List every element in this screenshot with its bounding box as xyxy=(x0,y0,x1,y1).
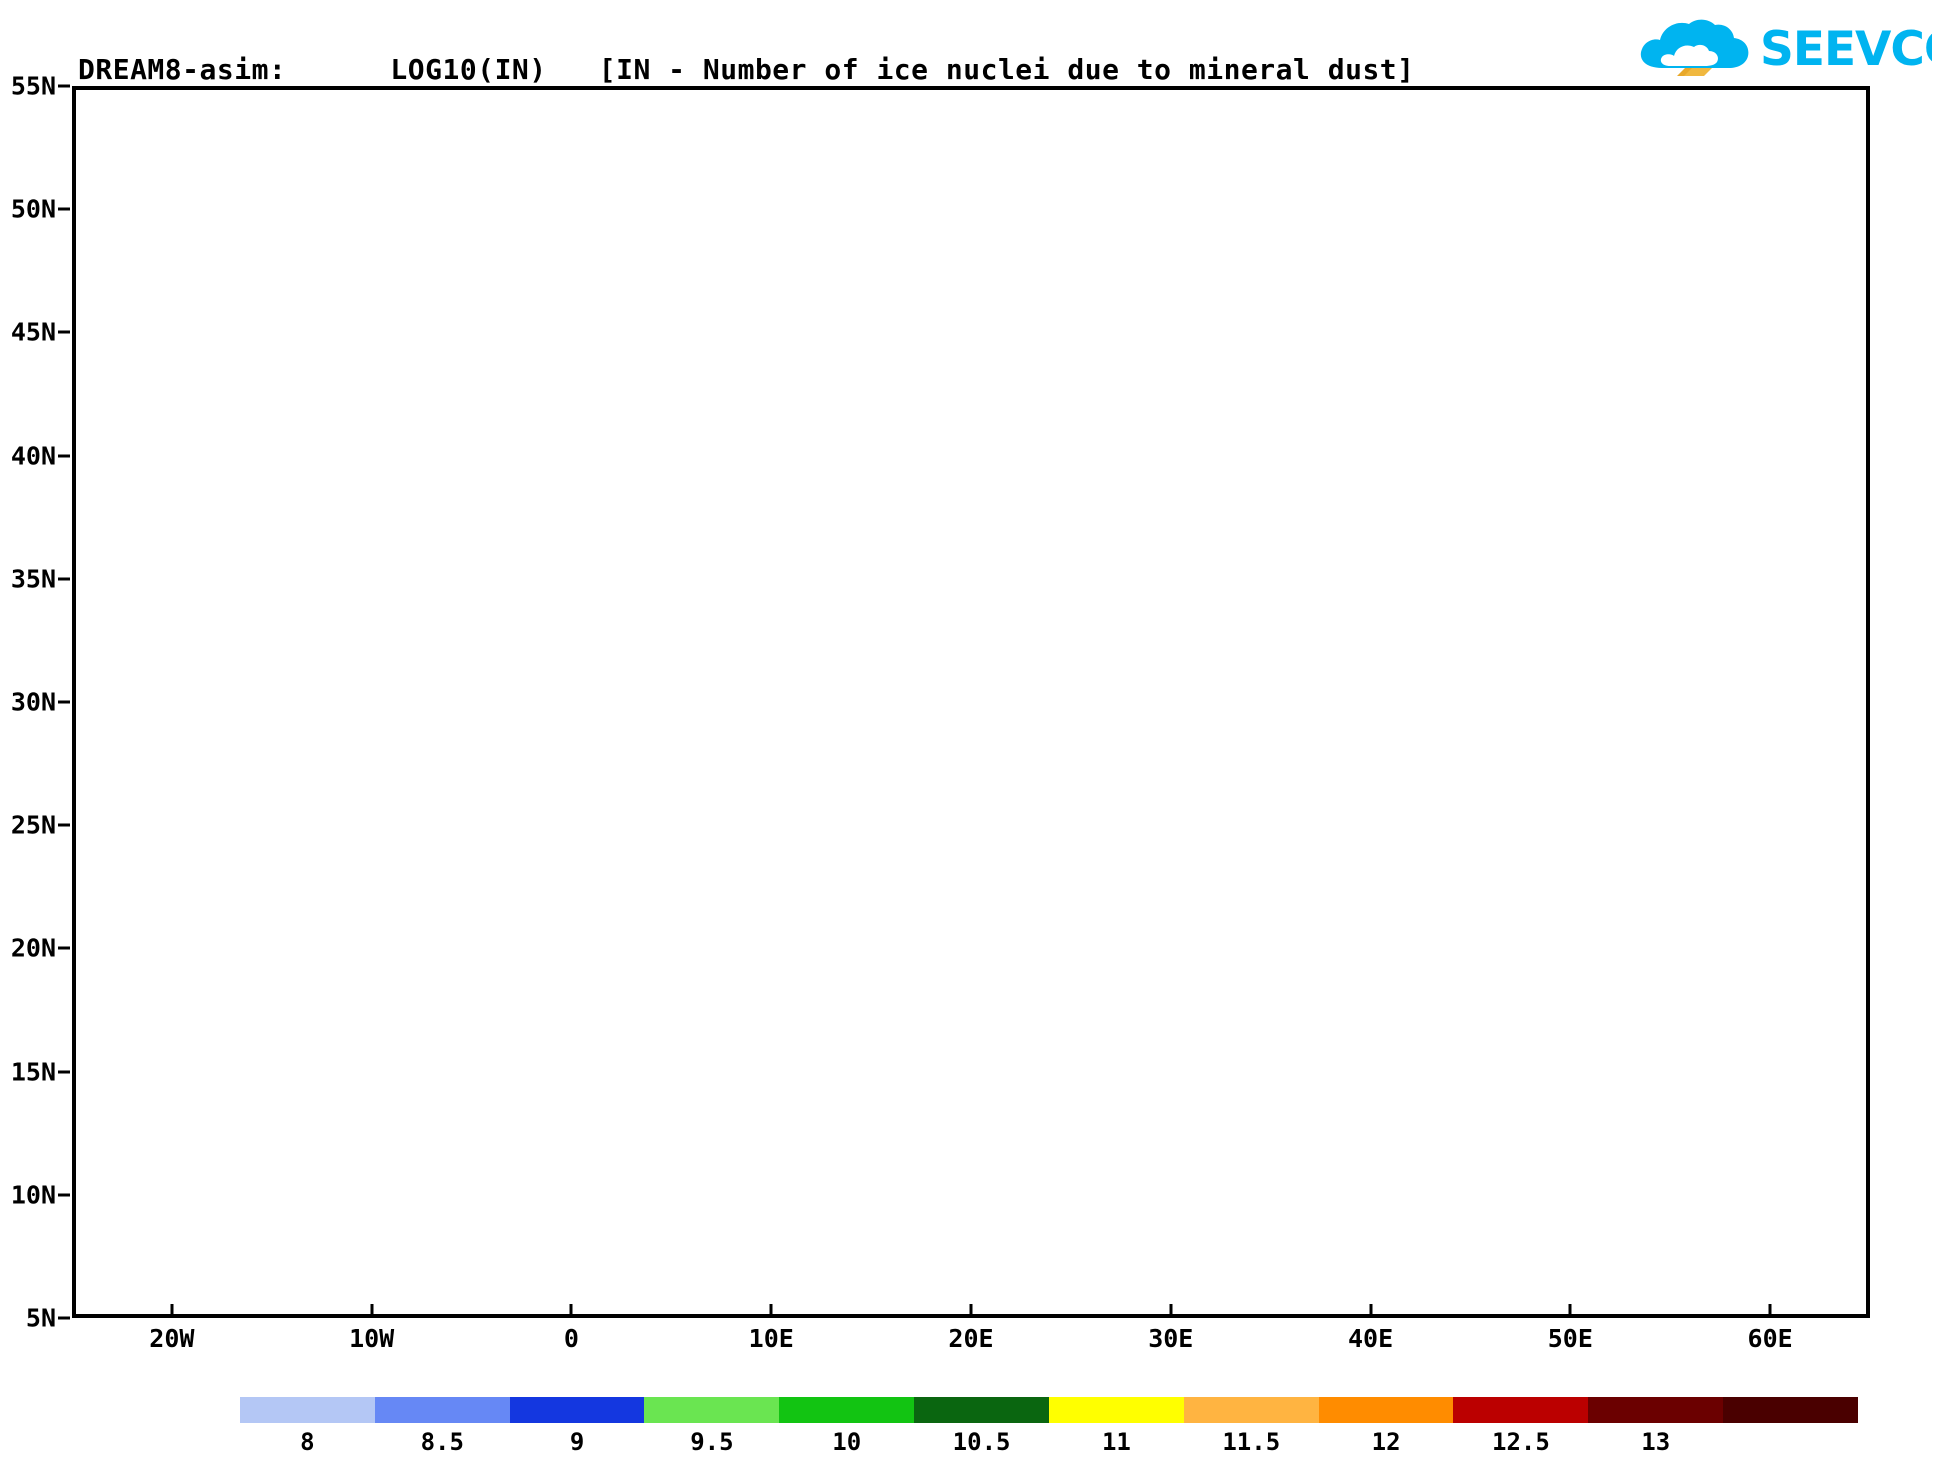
latitude-tick-mark xyxy=(58,946,70,950)
latitude-tick-label: 20N xyxy=(10,933,56,963)
colorbar-tick-label: 8.5 xyxy=(420,1428,464,1456)
latitude-tick-label: 25N xyxy=(10,810,56,840)
colorbar-segment xyxy=(644,1397,780,1423)
longitude-tick-mark xyxy=(170,1304,174,1316)
latitude-tick-label: 30N xyxy=(10,687,56,717)
svg-text:SEEVCCC: SEEVCCC xyxy=(1760,22,1932,76)
colorbar-tick-label: 11.5 xyxy=(1222,1428,1281,1456)
latitude-tick-mark xyxy=(58,1316,70,1320)
colorbar-segment xyxy=(1723,1397,1858,1423)
colorbar-tick-label: 12 xyxy=(1371,1428,1401,1456)
colorbar-segment xyxy=(509,1397,645,1423)
cloud-icon xyxy=(1640,19,1749,76)
longitude-tick-label: 30E xyxy=(1148,1324,1194,1353)
longitude-tick-mark xyxy=(370,1304,374,1316)
longitude-tick-mark xyxy=(1768,1304,1772,1316)
longitude-tick-label: 20E xyxy=(948,1324,994,1353)
latitude-tick-mark xyxy=(58,84,70,88)
colorbar-segment xyxy=(374,1397,510,1423)
latitude-tick-label: 50N xyxy=(10,194,56,224)
seevccc-wordmark: SEEVCCC xyxy=(1760,22,1932,76)
latitude-axis: 5N 10N 15N 20N 25N 30N 35N 40N 45N 50N 55N xyxy=(0,72,70,1333)
latitude-tick-label: 35N xyxy=(10,564,56,594)
longitude-axis: 20W 10W 0 10E 20E 30E 40E 50E 60E xyxy=(72,1304,1870,1368)
colorbar-segment xyxy=(1183,1397,1319,1423)
colorbar-segment xyxy=(914,1397,1049,1423)
colorbar-tick-label: 13 xyxy=(1641,1428,1671,1456)
latitude-tick-label: 10N xyxy=(10,1180,56,1210)
colorbar-segment xyxy=(1048,1397,1184,1423)
colorbar-tick-label: 12.5 xyxy=(1492,1428,1550,1456)
latitude-tick-mark xyxy=(58,1070,70,1074)
longitude-tick-mark xyxy=(569,1304,573,1316)
longitude-tick-label: 10E xyxy=(748,1324,794,1353)
latitude-tick-mark xyxy=(58,454,70,458)
colorbar-tick-label: 9.5 xyxy=(690,1428,734,1456)
longitude-tick-label: 50E xyxy=(1547,1324,1593,1353)
latitude-tick-mark xyxy=(58,577,70,581)
longitude-tick-mark xyxy=(1369,1304,1373,1316)
latitude-tick-mark xyxy=(58,207,70,211)
latitude-tick-mark xyxy=(58,700,70,704)
colorbar-tick-label: 11 xyxy=(1101,1428,1131,1456)
longitude-tick-mark xyxy=(1568,1304,1572,1316)
latitude-tick-mark xyxy=(58,330,70,334)
latitude-tick-label: 40N xyxy=(10,441,56,471)
map-frame xyxy=(72,86,1870,1318)
title-line-variable: DREAM8-asim: LOG10(IN) [IN - Number of i… xyxy=(78,53,1415,86)
latitude-tick-mark xyxy=(58,823,70,827)
latitude-tick-label: 45N xyxy=(10,317,56,347)
colorbar-segment xyxy=(779,1397,915,1423)
header: DREAM8-asim: LOG10(IN) [IN - Number of i… xyxy=(0,0,1942,160)
latitude-tick-label: 5N xyxy=(25,1303,56,1333)
latitude-tick-label: 55N xyxy=(10,71,56,101)
longitude-tick-mark xyxy=(969,1304,973,1316)
latitude-tick-label: 15N xyxy=(10,1057,56,1087)
colorbar-tick-label: 10.5 xyxy=(952,1428,1011,1456)
longitude-tick-label: 0 xyxy=(563,1324,579,1353)
longitude-tick-label: 20W xyxy=(149,1324,195,1353)
longitude-tick-mark xyxy=(769,1304,773,1316)
colorbar-tick-label: 8 xyxy=(300,1428,315,1456)
colorbar-tick-label: 10 xyxy=(832,1428,862,1456)
colorbar-segment xyxy=(1588,1397,1724,1423)
map-panel[interactable] xyxy=(72,86,1870,1318)
longitude-tick-label: 60E xyxy=(1747,1324,1793,1353)
colorbar-segment xyxy=(1453,1397,1589,1423)
longitude-tick-label: 10W xyxy=(349,1324,395,1353)
colorbar-tick-label: 9 xyxy=(569,1428,585,1456)
colorbar-ticks: 8 8.5 9 9.5 10 10.5 11 11.5 12 12.5 13 xyxy=(240,1428,1858,1462)
latitude-tick-mark xyxy=(58,1193,70,1197)
colorbar-segment xyxy=(1318,1397,1454,1423)
longitude-tick-mark xyxy=(1169,1304,1173,1316)
colorbar-segment xyxy=(240,1397,375,1423)
colorbar xyxy=(240,1397,1858,1423)
seevccc-logo[interactable]: SEEVCCC xyxy=(1632,10,1932,76)
longitude-tick-label: 40E xyxy=(1347,1324,1394,1353)
